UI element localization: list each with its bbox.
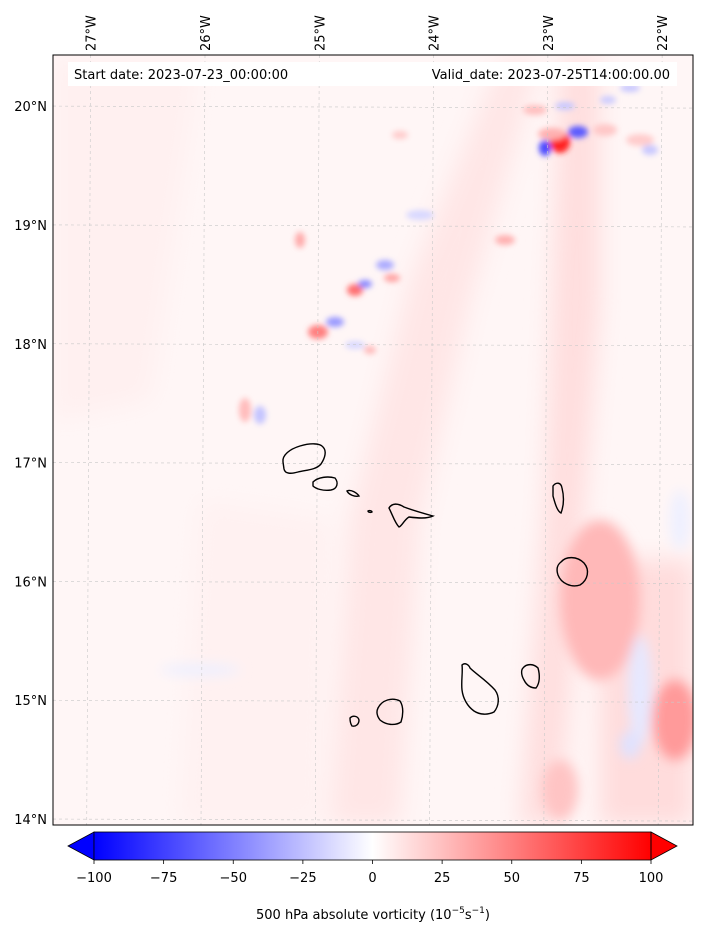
island-sal bbox=[552, 482, 565, 514]
island-santa-luzia bbox=[346, 489, 361, 497]
colorbar-tick-label: 50 bbox=[503, 871, 520, 886]
map-frame bbox=[52, 54, 694, 826]
start-date: Start date: 2023-07-23_00:00:00 bbox=[74, 68, 288, 83]
gridline-lat bbox=[52, 462, 694, 465]
lat-tick-label: 14°N bbox=[14, 813, 47, 828]
colorbar-body bbox=[94, 832, 651, 860]
gridline-lon bbox=[543, 54, 549, 826]
colorbar-tick-label: −50 bbox=[220, 871, 247, 886]
island-sao-vicente bbox=[312, 476, 338, 491]
gridline-lat bbox=[52, 105, 694, 109]
lon-tick-label: 24°W bbox=[428, 15, 443, 51]
island-santo-antao bbox=[282, 443, 326, 474]
colorbar-tick-label: 25 bbox=[434, 871, 451, 886]
colorbar: −100 −75 −50 −25 0 25 50 75 100 500 hPa absolute… bbox=[67, 831, 678, 923]
gridline-lat bbox=[52, 343, 694, 347]
gridline-lon bbox=[86, 54, 92, 826]
island-boa-vista bbox=[556, 556, 589, 587]
gridline-lon bbox=[657, 54, 663, 826]
latitude-tick-labels: 20°N 19°N 18°N 17°N 16°N 15°N 14°N bbox=[14, 100, 47, 828]
lat-tick-label: 19°N bbox=[14, 219, 47, 234]
colorbar-extend-low bbox=[67, 831, 95, 861]
gridline-lon bbox=[314, 54, 320, 826]
lon-tick-label: 25°W bbox=[313, 15, 328, 51]
island-brava bbox=[349, 715, 360, 727]
gridline-lat bbox=[52, 581, 694, 584]
gridline-lon bbox=[429, 54, 434, 826]
lat-tick-label: 15°N bbox=[14, 694, 47, 709]
colorbar-extend-high bbox=[650, 831, 678, 861]
colorbar-tick-label: 0 bbox=[368, 871, 376, 886]
map-gridlines bbox=[52, 54, 694, 826]
colorbar-tick-label: −25 bbox=[289, 871, 316, 886]
vorticity-field bbox=[53, 55, 693, 825]
island-maio bbox=[520, 663, 541, 689]
colorbar-tick-label: 100 bbox=[639, 871, 664, 886]
gridline-lon bbox=[200, 54, 206, 826]
valid-date: Valid_date: 2023-07-25T14:00:00.00 bbox=[432, 68, 670, 83]
coastlines bbox=[282, 443, 589, 727]
lat-tick-label: 18°N bbox=[14, 338, 47, 353]
lat-tick-label: 20°N bbox=[14, 100, 47, 115]
lon-tick-label: 22°W bbox=[656, 15, 671, 51]
island-santiago bbox=[461, 663, 499, 715]
lon-tick-label: 23°W bbox=[542, 15, 557, 51]
island-fogo bbox=[376, 698, 404, 726]
lon-tick-label: 27°W bbox=[85, 15, 100, 51]
lat-tick-label: 16°N bbox=[14, 575, 47, 590]
island-raso bbox=[367, 509, 373, 514]
gridline-lat bbox=[52, 818, 694, 822]
lon-tick-label: 26°W bbox=[199, 15, 214, 51]
header-box bbox=[68, 62, 677, 86]
longitude-tick-labels: 27°W 26°W 25°W 24°W 23°W 22°W bbox=[85, 15, 671, 51]
lat-tick-label: 17°N bbox=[14, 457, 47, 472]
colorbar-ticks: −100 −75 −50 −25 0 25 50 75 100 bbox=[76, 860, 663, 886]
gridline-lat bbox=[52, 224, 694, 228]
colorbar-tick-label: −75 bbox=[150, 871, 177, 886]
colorbar-tick-label: 75 bbox=[573, 871, 590, 886]
gridline-lat bbox=[52, 699, 694, 703]
colorbar-label: 500 hPa absolute vorticity (10−5s−1) bbox=[256, 906, 490, 923]
colorbar-tick-label: −100 bbox=[76, 871, 112, 886]
island-sao-nicolau bbox=[388, 503, 435, 528]
field-small-features bbox=[239, 84, 658, 424]
